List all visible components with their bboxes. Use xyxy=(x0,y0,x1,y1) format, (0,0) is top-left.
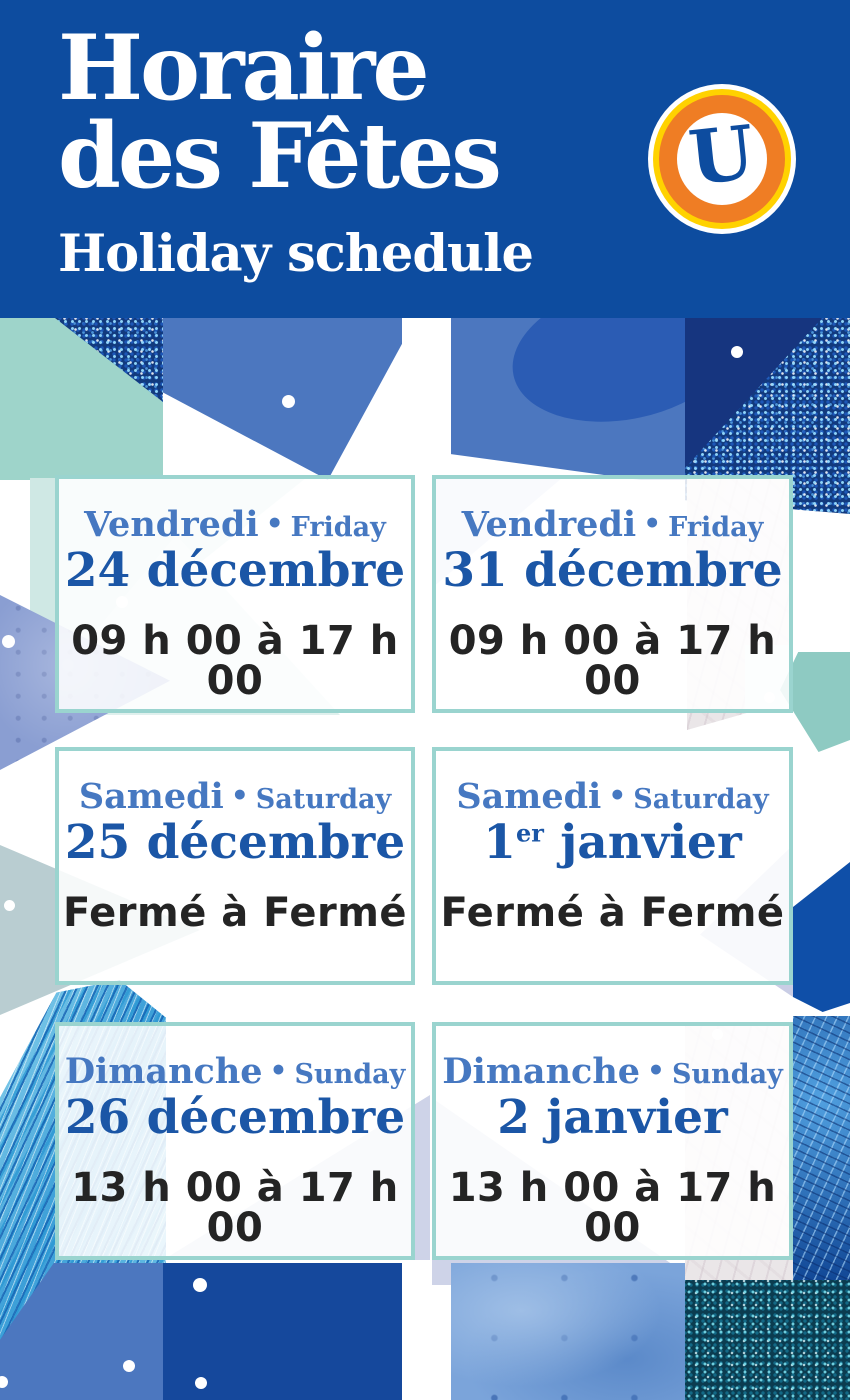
date-rest: janvier xyxy=(543,815,742,870)
date-main: 26 décembre xyxy=(64,1090,406,1145)
date-main: 2 janvier xyxy=(497,1090,728,1145)
day-name-en: Friday xyxy=(290,512,386,543)
card-date: 25 décembre xyxy=(59,818,411,867)
bg-glitter-panel xyxy=(685,1280,850,1400)
day-name-en: Saturday xyxy=(633,784,769,815)
decorative-dot xyxy=(193,1278,207,1292)
bullet-separator: • xyxy=(230,779,249,812)
decorative-dot xyxy=(195,1377,207,1389)
bullet-separator: • xyxy=(643,507,662,540)
card-hours: 09 h 00 à 17 h 00 xyxy=(71,618,399,705)
bullet-separator: • xyxy=(265,507,284,540)
card-date: 26 décembre xyxy=(59,1093,411,1142)
schedule-card-dec-26: Dimanche • Sunday 26 décembre 13 h 00 à 17… xyxy=(55,1022,415,1260)
decorative-dot xyxy=(0,1376,8,1388)
uniprix-logo: U xyxy=(648,84,796,234)
card-hours: 13 h 00 à 17 h 00 xyxy=(71,1165,399,1252)
date-main: 25 décembre xyxy=(64,815,406,870)
header: Horaire des Fêtes Holiday schedule U xyxy=(0,0,850,318)
card-day-line: Dimanche • Sunday xyxy=(59,1054,411,1089)
bullet-separator: • xyxy=(269,1054,288,1087)
day-name-fr: Dimanche xyxy=(442,1051,641,1092)
schedule-card-dec-31: Vendredi • Friday 31 décembre 09 h 00 à 17… xyxy=(432,475,793,713)
bg-watercolor-panel xyxy=(451,1263,685,1400)
card-hours: Fermé à Fermé xyxy=(440,890,785,937)
schedule-card-jan-2: Dimanche • Sunday 2 janvier 13 h 00 à 17 h… xyxy=(432,1022,793,1260)
decorative-dot xyxy=(282,395,295,408)
card-hours: 13 h 00 à 17 h 00 xyxy=(448,1165,777,1252)
card-day-line: Dimanche • Sunday xyxy=(436,1054,789,1089)
decorative-dot xyxy=(731,346,743,358)
day-name-en: Friday xyxy=(668,512,764,543)
decorative-dot xyxy=(2,635,15,648)
schedule-card-jan-1: Samedi • Saturday 1er janvier Fermé à Ferm… xyxy=(432,747,793,985)
schedule-card-dec-25: Samedi • Saturday 25 décembre Fermé à Ferm… xyxy=(55,747,415,985)
bullet-separator: • xyxy=(647,1054,665,1087)
poster-subtitle: Holiday schedule xyxy=(58,224,534,284)
date-ordinal: er xyxy=(515,818,544,848)
card-day-line: Samedi • Saturday xyxy=(59,779,411,814)
day-name-fr: Samedi xyxy=(456,776,602,817)
card-day-line: Vendredi • Friday xyxy=(59,507,411,542)
card-hours: Fermé à Fermé xyxy=(62,890,408,937)
bg-navy-wedge xyxy=(793,862,850,1012)
title-line-2: des Fêtes xyxy=(58,103,502,209)
logo-letter-u: U xyxy=(685,109,759,203)
card-date: 1er janvier xyxy=(436,818,789,867)
day-name-en: Saturday xyxy=(255,784,392,815)
bg-ink-blob xyxy=(499,318,685,442)
day-name-en: Sunday xyxy=(294,1059,406,1090)
bg-crackle-panel xyxy=(793,1016,850,1290)
card-date: 31 décembre xyxy=(436,546,789,595)
date-main: 24 décembre xyxy=(64,543,406,598)
schedule-card-dec-24: Vendredi • Friday 24 décembre 09 h 00 à 17… xyxy=(55,475,415,713)
day-name-fr: Samedi xyxy=(78,776,224,817)
decorative-dot xyxy=(4,900,15,911)
title-line-1: Horaire xyxy=(58,15,430,121)
date-main: 31 décembre xyxy=(442,543,783,598)
decorative-dot xyxy=(123,1360,135,1372)
card-day-line: Vendredi • Friday xyxy=(436,507,789,542)
day-name-fr: Vendredi xyxy=(461,504,637,545)
date-main: 1 xyxy=(483,815,516,870)
card-day-line: Samedi • Saturday xyxy=(436,779,789,814)
logo-center xyxy=(677,113,767,205)
day-name-en: Sunday xyxy=(671,1059,783,1090)
day-name-fr: Dimanche xyxy=(64,1051,263,1092)
bullet-separator: • xyxy=(608,779,627,812)
poster-titles: Horaire des Fêtes Holiday schedule xyxy=(58,15,534,284)
card-hours: 09 h 00 à 17 h 00 xyxy=(448,618,777,705)
day-name-fr: Vendredi xyxy=(84,504,259,545)
card-date: 24 décembre xyxy=(59,546,411,595)
bg-blue-square xyxy=(451,318,685,480)
card-date: 2 janvier xyxy=(436,1093,789,1142)
